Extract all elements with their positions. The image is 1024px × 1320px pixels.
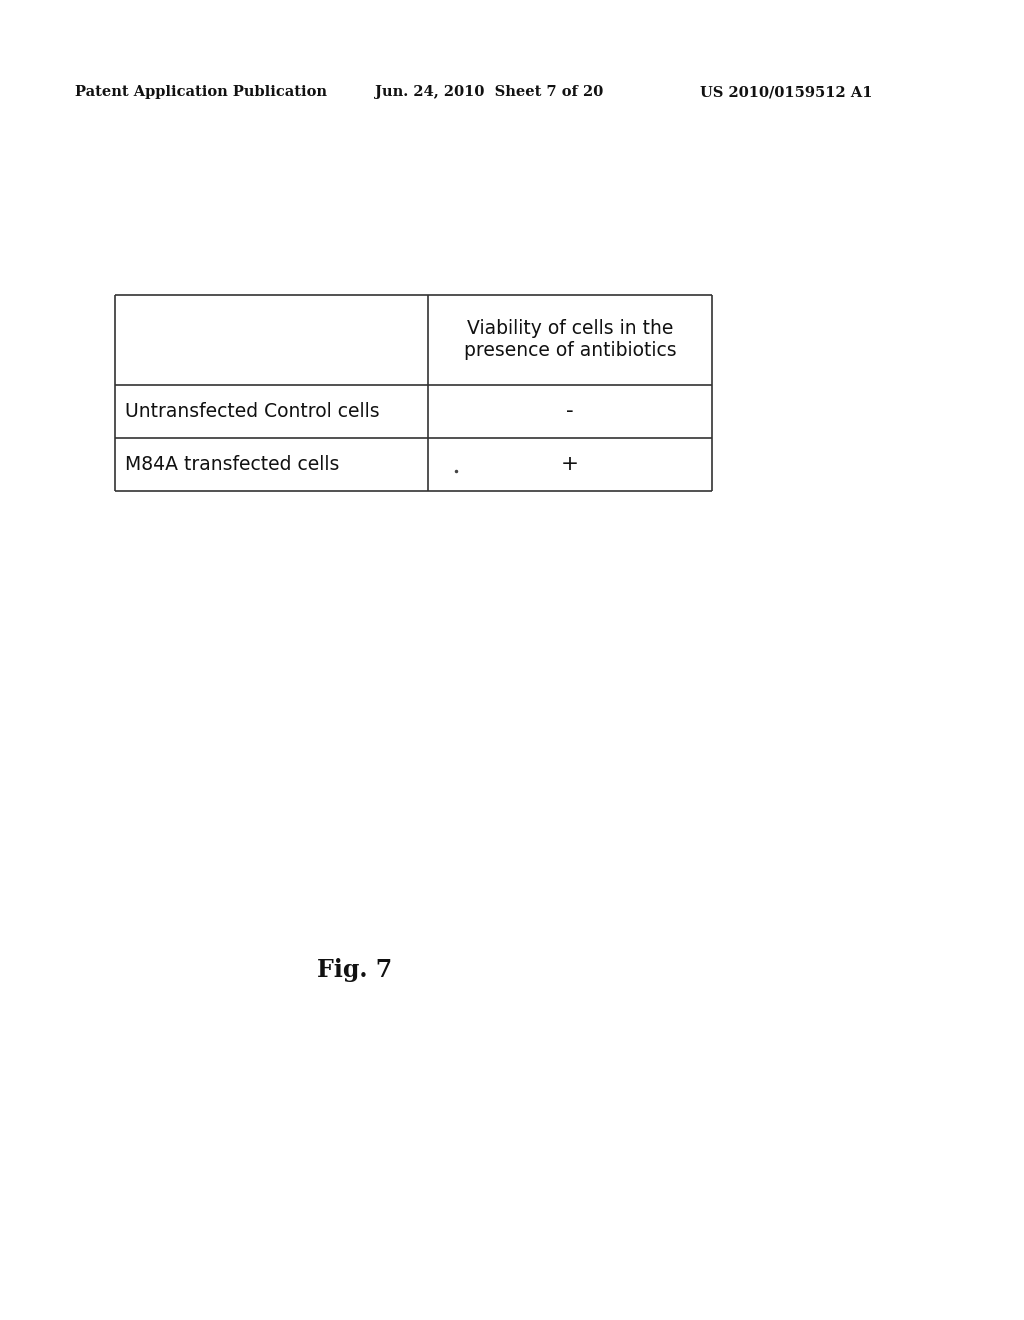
Text: -: - — [566, 401, 573, 421]
Text: Fig. 7: Fig. 7 — [317, 958, 392, 982]
Text: Untransfected Control cells: Untransfected Control cells — [125, 403, 380, 421]
Text: Viability of cells in the: Viability of cells in the — [467, 319, 673, 338]
Text: presence of antibiotics: presence of antibiotics — [464, 342, 676, 360]
Text: Patent Application Publication: Patent Application Publication — [75, 84, 327, 99]
Text: Jun. 24, 2010  Sheet 7 of 20: Jun. 24, 2010 Sheet 7 of 20 — [375, 84, 603, 99]
Text: M84A transfected cells: M84A transfected cells — [125, 455, 339, 474]
Text: +: + — [561, 454, 579, 474]
Text: US 2010/0159512 A1: US 2010/0159512 A1 — [700, 84, 872, 99]
